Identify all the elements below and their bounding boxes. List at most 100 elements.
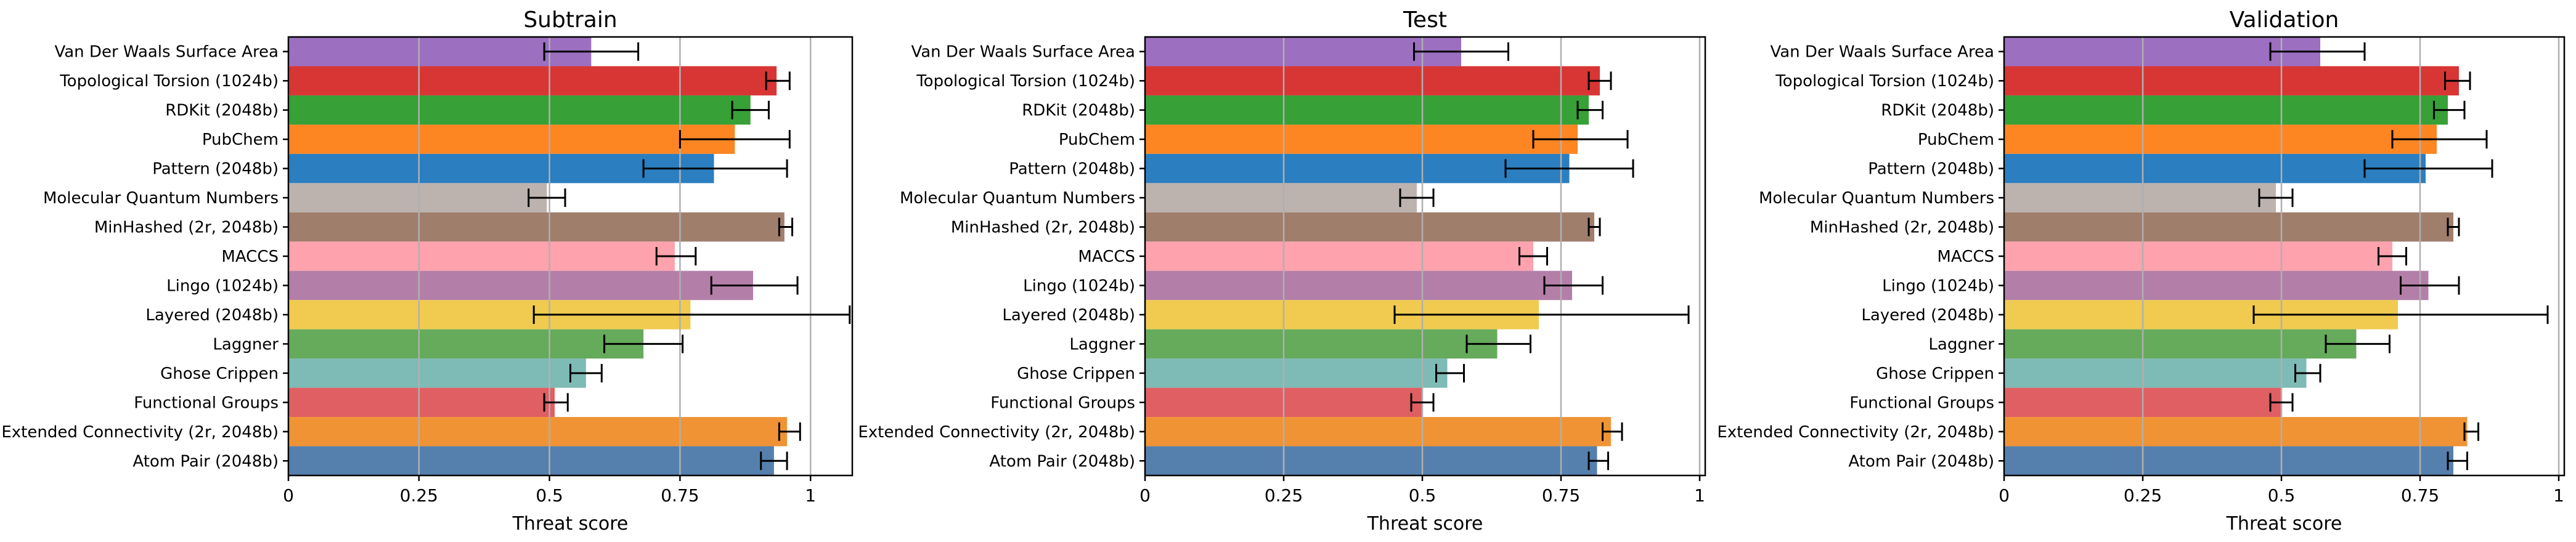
bar-functional-groups [288,387,555,418]
x-tick-label: 0.75 [661,485,699,506]
category-label: Atom Pair (2048b) [989,452,1135,471]
category-label: Functional Groups [134,394,279,412]
bar-topological-torsion-1024b [1145,66,1600,95]
category-label: Lingo (1024b) [1882,277,1994,295]
bar-ghose-crippen [2004,358,2307,388]
category-label: Lingo (1024b) [1023,277,1135,295]
category-label: Layered (2048b) [145,306,279,325]
error-bar [2269,393,2294,412]
bar-pattern-2048b [2004,153,2426,184]
category-label: MinHashed (2r, 2048b) [1810,219,1994,237]
error-bar [528,188,566,208]
error-bar [1588,451,1609,471]
x-tick-label: 1 [1694,485,1705,506]
category-label: MACCS [1078,248,1135,266]
category-label: RDKit (2048b) [1881,102,1994,120]
bar-atom-pair-2048b [2004,446,2453,475]
category-label: Topological Torsion (1024b) [59,72,279,91]
category-label: Ghose Crippen [160,365,279,383]
category-label: Molecular Quantum Numbers [43,189,279,208]
x-tick-label: 0.5 [536,485,563,506]
bar-extended-connectivity-2r-2048b [2004,417,2468,447]
error-bar [2294,363,2321,382]
error-bar [1588,217,1601,237]
error-bar [1413,42,1509,61]
category-label: Extended Connectivity (2r, 2048b) [1717,423,1994,442]
error-bar [2391,130,2488,149]
error-bar [1504,159,1634,178]
error-bar [655,247,697,265]
x-tick-label: 0.25 [2124,485,2162,506]
error-bar [679,130,791,149]
error-bar [603,334,684,354]
category-label: Molecular Quantum Numbers [900,189,1135,208]
error-bar [765,71,791,91]
bar-minhashed-2r-2048b [2004,212,2453,242]
x-axis-label: Threat score [512,513,629,535]
category-label: Van Der Waals Surface Area [54,43,279,62]
bar-ghose-crippen [1145,358,1448,388]
bar-extended-connectivity-2r-2048b [1145,417,1611,447]
bar-rdkit-2048b [1145,95,1589,125]
bar-minhashed-2r-2048b [1145,212,1594,242]
x-tick-label: 0.5 [2268,485,2296,506]
error-bar [2269,42,2366,61]
category-label: Pattern (2048b) [1868,160,1994,179]
category-label: Layered (2048b) [1002,306,1135,325]
bar-atom-pair-2048b [288,446,774,475]
category-label: PubChem [1918,131,1994,149]
panel-title: Validation [2230,7,2339,33]
error-bar [2378,247,2407,265]
category-label: Atom Pair (2048b) [1848,452,1994,471]
bar-maccs [2004,241,2392,271]
error-bar [710,276,799,295]
error-bar [1532,130,1629,149]
error-bar [2400,276,2460,295]
error-bar [543,393,569,412]
bar-minhashed-2r-2048b [288,212,785,242]
error-bar [1399,188,1435,208]
error-bar [532,305,851,324]
bar-laggner [2004,329,2357,359]
x-tick-label: 0.25 [400,485,438,506]
bar-rdkit-2048b [288,95,751,125]
error-bar [1393,305,1690,324]
error-bar [543,42,640,61]
error-bar [1410,393,1435,412]
error-bar [2363,159,2493,178]
category-label: Topological Torsion (1024b) [916,72,1135,91]
bar-molecular-quantum-numbers [1145,183,1417,212]
category-label: Pattern (2048b) [1009,160,1135,179]
error-bar [1465,334,1531,354]
error-bar [2444,71,2471,91]
category-label: Atom Pair (2048b) [132,452,279,471]
x-tick-label: 0 [283,485,294,506]
category-label: Extended Connectivity (2r, 2048b) [1,423,279,442]
bar-ghose-crippen [288,358,586,388]
error-bar [2258,188,2294,208]
bar-lingo-1024b [1145,270,1572,301]
error-bar [778,422,801,441]
error-bar [1543,276,1604,295]
error-bar [642,159,788,178]
x-tick-label: 1 [805,485,816,506]
bar-pubchem [288,124,735,154]
x-axis-label: Threat score [1367,513,1483,535]
bar-rdkit-2048b [2004,95,2448,125]
bar-maccs [288,241,675,271]
error-bar [760,451,788,471]
error-bar [1576,100,1604,119]
bar-pubchem [2004,124,2437,154]
bar-laggner [1145,329,1498,359]
panel-title: Subtrain [523,7,617,33]
bar-pubchem [1145,124,1578,154]
x-tick-label: 0.5 [1409,485,1437,506]
category-label: Ghose Crippen [1017,365,1135,383]
category-label: RDKit (2048b) [165,102,279,120]
category-label: Laggner [1928,335,1994,354]
bar-laggner [288,329,644,359]
panel-validation: Validation Van Der Waals Surface Area Topo… [1717,7,2566,535]
category-label: PubChem [1059,131,1135,149]
error-bar [2463,422,2479,441]
